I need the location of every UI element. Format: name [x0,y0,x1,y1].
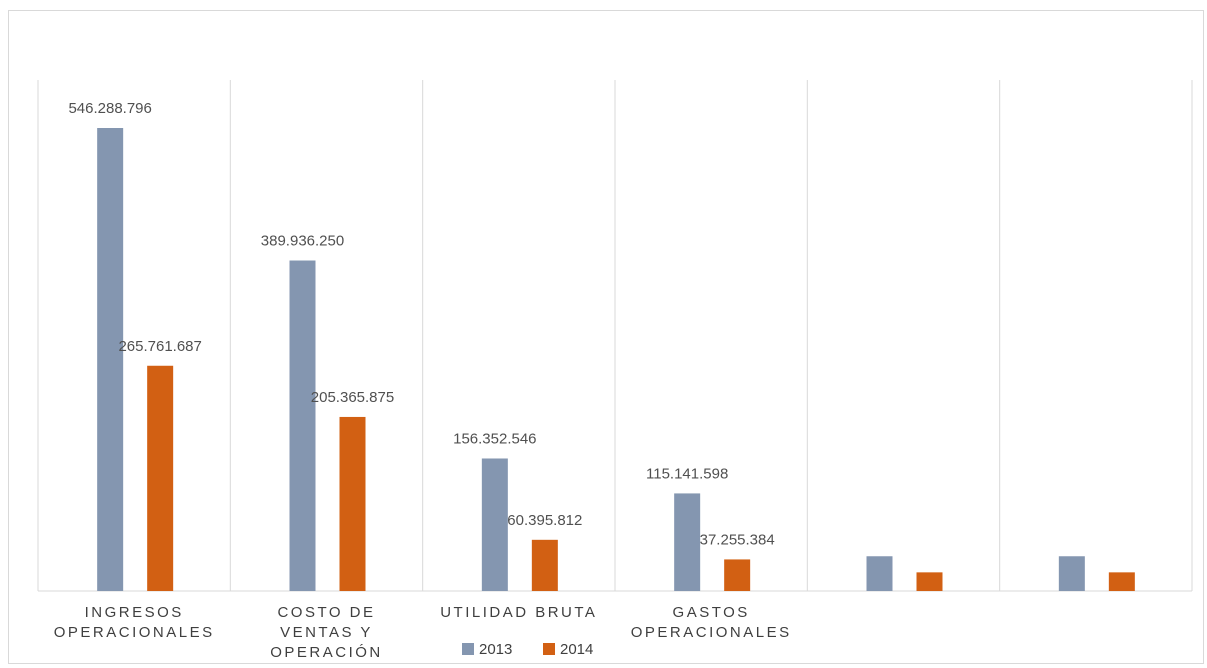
legend-swatch-2014 [543,643,555,655]
data-label: 546.288.796 [68,100,151,117]
bar-2013 [481,458,508,591]
data-label: 205.365.875 [311,389,394,406]
category-label: GASTOS [673,604,750,621]
bar-2014 [147,365,174,591]
bar-2013 [289,260,316,591]
category-label: OPERACIONALES [54,624,215,641]
data-label: 60.395.812 [507,512,582,529]
bar-2014 [1108,572,1135,591]
category-label: INGRESOS [85,604,184,621]
data-label: 115.141.598 [646,465,728,482]
category-label: OPERACIONALES [631,624,792,641]
bar-2013 [866,556,893,591]
category-label: OPERACIÓN [270,644,383,661]
legend-label: 2014 [560,641,593,658]
data-label: 389.936.250 [261,233,344,250]
chart-frame [8,10,1204,664]
bar-2014 [916,572,943,591]
data-label: 37.255.384 [700,531,775,548]
bar-2013 [1058,556,1085,591]
category-label: COSTO DE [277,604,375,621]
category-label: UTILIDAD BRUTA [440,604,597,621]
category-label: VENTAS Y [280,624,373,641]
data-label: 265.761.687 [118,338,201,355]
legend-swatch-2013 [462,643,474,655]
bar-2013 [97,128,124,591]
bar-2014 [724,559,751,591]
legend-label: 2013 [479,641,512,658]
bar-2014 [339,416,366,591]
bar-2013 [674,493,701,591]
bar-2014 [531,539,558,591]
data-label: 156.352.546 [453,430,536,447]
